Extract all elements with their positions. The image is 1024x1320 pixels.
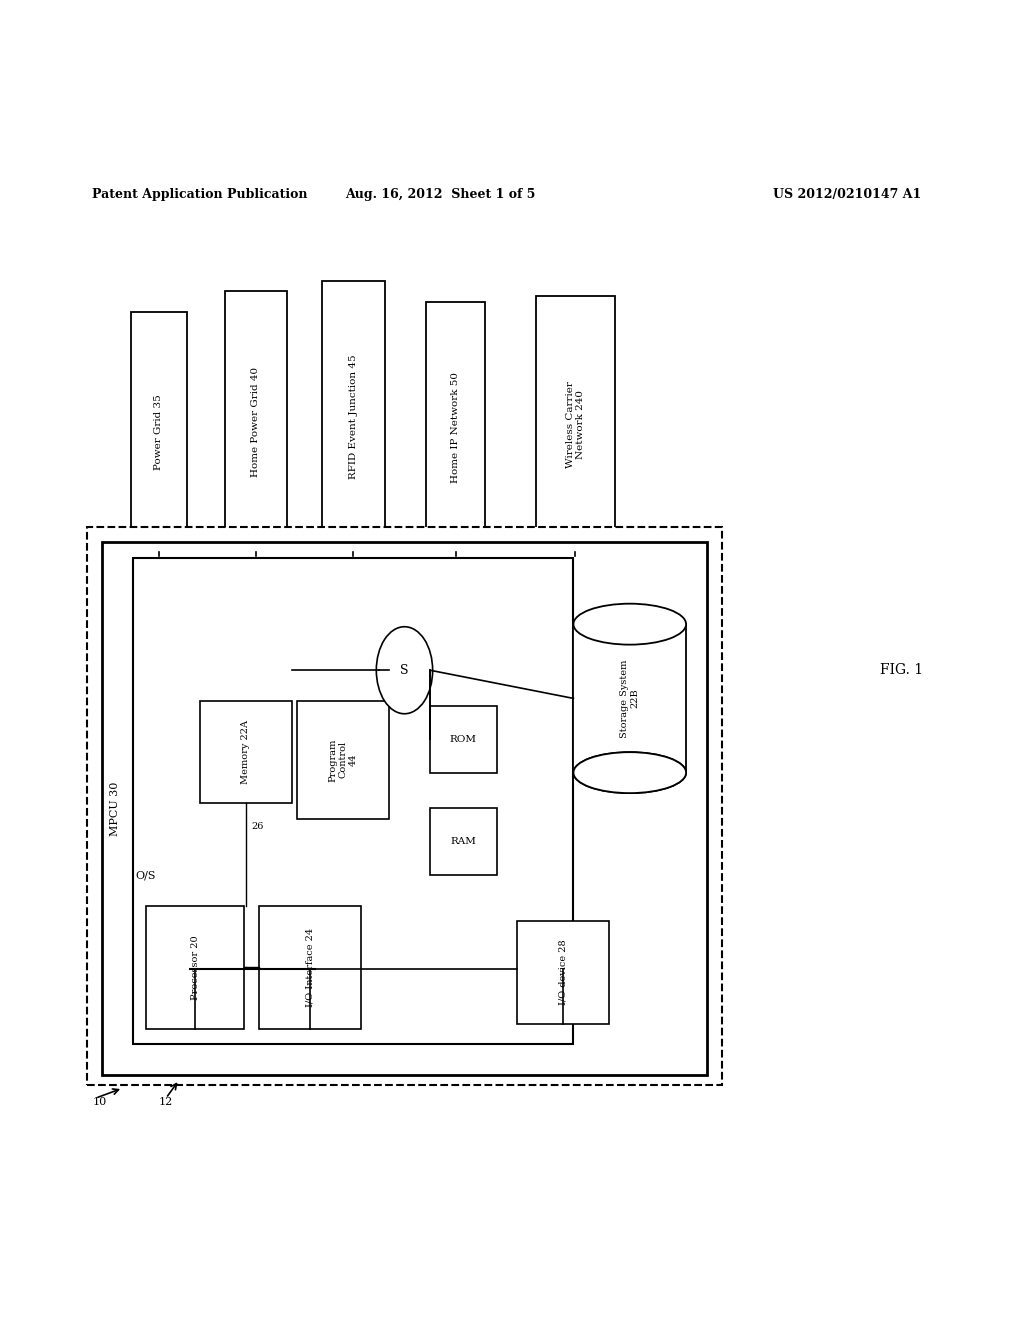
Text: Processor 20: Processor 20 [190, 935, 200, 999]
Text: O/S: O/S [135, 870, 156, 880]
Bar [573, 624, 686, 772]
Text: I/O Interface 24: I/O Interface 24 [306, 928, 314, 1007]
Text: US 2012/0210147 A1: US 2012/0210147 A1 [773, 187, 922, 201]
Text: MPCU 30: MPCU 30 [110, 781, 120, 836]
Bar [426, 301, 485, 553]
Text: Power Grid 35: Power Grid 35 [155, 395, 163, 470]
Bar [430, 706, 497, 772]
Bar [517, 921, 609, 1023]
Text: Program
Control
44: Program Control 44 [328, 738, 358, 781]
Text: I/O device 28: I/O device 28 [559, 940, 567, 1005]
Text: Home Power Grid 40: Home Power Grid 40 [252, 367, 260, 477]
Text: RAM: RAM [451, 837, 476, 846]
Bar [102, 543, 707, 1074]
Ellipse shape [376, 627, 433, 714]
Text: RFID Event Junction 45: RFID Event Junction 45 [349, 355, 357, 479]
Bar [146, 906, 244, 1028]
Text: Memory 22A: Memory 22A [242, 721, 250, 784]
Text: Storage System
22B: Storage System 22B [621, 659, 639, 738]
Text: Patent Application Publication: Patent Application Publication [92, 187, 307, 201]
Bar [322, 281, 385, 553]
Bar [131, 312, 186, 553]
Bar [225, 292, 287, 553]
Ellipse shape [573, 752, 686, 793]
Text: 26: 26 [251, 822, 263, 832]
Bar [133, 557, 573, 1044]
Text: 12: 12 [159, 1097, 173, 1107]
Bar [430, 808, 497, 875]
Ellipse shape [573, 752, 686, 793]
Bar [200, 701, 292, 804]
Bar [259, 906, 361, 1028]
Text: S: S [400, 664, 409, 677]
Bar [536, 297, 615, 553]
Text: Wireless Carrier
Network 240: Wireless Carrier Network 240 [566, 381, 585, 467]
Ellipse shape [573, 603, 686, 644]
Text: 10: 10 [92, 1097, 106, 1107]
Text: ROM: ROM [450, 735, 477, 744]
Text: FIG. 1: FIG. 1 [880, 663, 923, 677]
Bar [297, 701, 389, 818]
Bar [87, 527, 722, 1085]
Text: Aug. 16, 2012  Sheet 1 of 5: Aug. 16, 2012 Sheet 1 of 5 [345, 187, 536, 201]
Text: Home IP Network 50: Home IP Network 50 [452, 371, 460, 483]
